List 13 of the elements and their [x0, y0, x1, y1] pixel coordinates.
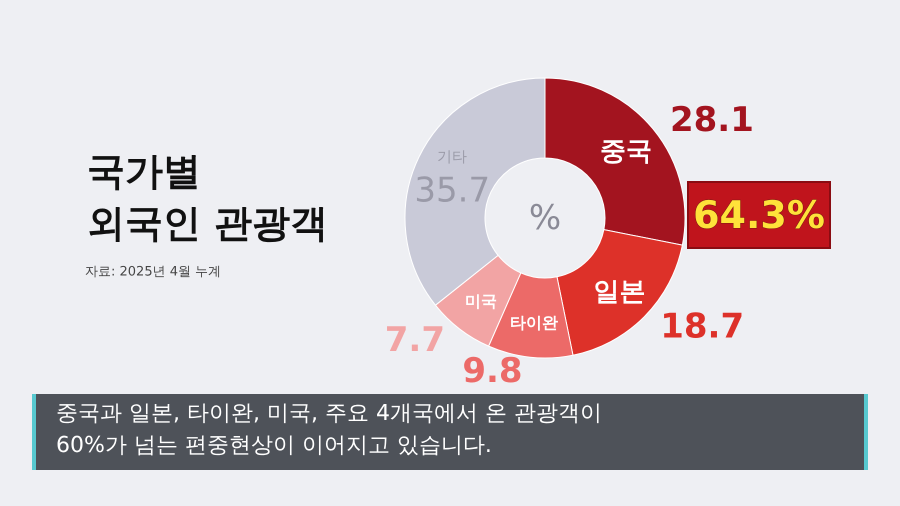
- slice-label: 중국: [600, 136, 652, 166]
- text: 중국과 일본, 타이완, 미국, 주요 4개국에서 온 관광객이 60%가 넘는 편중현상이 이어지고 있습니다.: [32, 394, 868, 470]
- slice-label: 일본: [593, 277, 646, 308]
- slice-label: 미국: [464, 292, 497, 311]
- slice-label: 타이완: [510, 312, 558, 332]
- data-label: 9.8: [462, 351, 523, 392]
- data-label: 7.7: [384, 320, 445, 360]
- data-label: 18.7: [660, 306, 744, 347]
- text: 국가별 외국인 관광객: [87, 149, 328, 245]
- data-label: 28.1: [670, 100, 754, 140]
- text: %: [528, 198, 562, 238]
- text: 64.3%: [693, 193, 825, 237]
- text: 자료: 2025년 4월 누계: [85, 264, 222, 280]
